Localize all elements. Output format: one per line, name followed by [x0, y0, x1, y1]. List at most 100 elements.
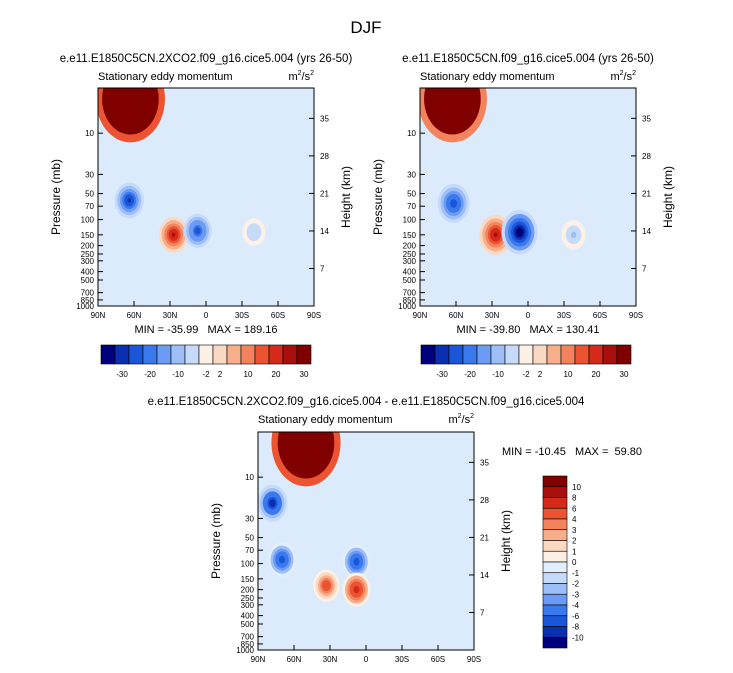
panel-1-feature-4-level-7	[195, 228, 200, 233]
panel-3-colorbar-label-10: -3	[572, 590, 580, 599]
panel-3-colorbar-label-9: -2	[572, 580, 580, 589]
panel-2-y2tick-label-3: 14	[642, 227, 651, 236]
panel-1-colorbar-box-11	[254, 344, 270, 365]
panel-3-subtitle: Stationary eddy momentum	[258, 414, 393, 426]
panel-3-colorbar-box-0	[542, 475, 568, 488]
panel-3-ytick-label-3: 70	[245, 546, 254, 555]
panel-2-colorbar-box-1	[434, 344, 450, 365]
panel-3-feature-1-level-7	[301, 437, 311, 449]
panel-3-colorbar-box-8	[542, 561, 568, 574]
panel-1-ytick-label-8: 300	[81, 257, 95, 266]
panel-2-ytick-label-7: 250	[403, 250, 417, 259]
panel-2-colorbar-label-5: 10	[564, 370, 573, 379]
panel-3-ytick-label-0: 10	[245, 473, 254, 482]
panel-2-ytick-label-9: 400	[403, 268, 417, 277]
panel-3-colorbar-box-12	[542, 604, 568, 617]
panel-1-colorbar-box-12	[268, 344, 284, 365]
panel-2-axes: 1030507010015020025030040050070085010003…	[398, 114, 651, 320]
panel-1-ytick-label-0: 10	[85, 129, 94, 138]
panel-3-stats: MIN = -10.45 MAX = 59.80	[502, 446, 642, 458]
panel-1-colorbar-box-5	[170, 344, 186, 365]
panel-3-colorbar-box-4	[542, 518, 568, 531]
panel-1-feature-1-level-7	[126, 93, 135, 105]
panel-1-colorbar-label-4: 2	[218, 370, 223, 379]
panel-2-colorbar-box-14	[616, 344, 632, 365]
panel-3-ytick-label-9: 400	[241, 612, 255, 621]
panel-2-colorbar-label-3: -2	[522, 370, 530, 379]
panel-2-colorbar-box-5	[490, 344, 506, 365]
panel-3-ytick-label-8: 300	[241, 601, 255, 610]
panel-2-colorbar-label-0: -30	[436, 370, 448, 379]
panel-2-ytick-label-4: 100	[403, 216, 417, 225]
panel-3-feature-3-level-7	[280, 557, 284, 562]
panel-3-feature-6-level-7	[354, 587, 359, 592]
panel-2-ytick-label-2: 50	[407, 190, 416, 199]
panel-1-feature-5-level-7	[252, 230, 256, 234]
panel-3-ylabel: Pressure (mb)	[209, 503, 223, 579]
panel-1-units: m2/s2	[288, 70, 314, 83]
panel-2-ytick-label-0: 10	[407, 129, 416, 138]
panel-1-ytick-label-10: 500	[81, 276, 95, 285]
panel-1-y2tick-label-1: 28	[320, 152, 329, 161]
panel-3-xtick-label-6: 90S	[467, 655, 481, 664]
panel-1-y2tick-label-4: 7	[320, 264, 325, 273]
panel-2-subtitle: Stationary eddy momentum	[420, 71, 555, 83]
panel-2-xtick-label-5: 60S	[593, 311, 607, 320]
panel-1-ytick-label-7: 250	[81, 250, 95, 259]
panel-3-colorbar-label-5: 2	[572, 537, 577, 546]
panel-2-colorbar-box-3	[462, 344, 478, 365]
panel-2-feature-4-level-7	[517, 229, 522, 235]
panel-3-colorbar-label-12: -6	[572, 612, 580, 621]
panel-2-colorbar-box-10	[560, 344, 576, 365]
panel-2-ytick-label-10: 500	[403, 276, 417, 285]
panel-2: e.e11.E1850C5CN.f09_g16.cice5.004 (yrs 2…	[371, 53, 675, 379]
panel-3-axes: 1030507010015020025030040050070085010003…	[236, 458, 489, 664]
panel-3-colorbar-label-7: 0	[572, 558, 577, 567]
panel-1-colorbar-label-5: 10	[244, 370, 253, 379]
panel-1-y2tick-label-3: 14	[320, 227, 329, 236]
panel-1-ylabel: Pressure (mb)	[49, 159, 63, 235]
panel-2-title: e.e11.E1850C5CN.f09_g16.cice5.004 (yrs 2…	[402, 53, 654, 65]
panel-3-colorbar-box-13	[542, 615, 568, 627]
panel-2-colorbar-label-1: -20	[464, 370, 476, 379]
panel-2-y2tick-label-1: 28	[642, 152, 651, 161]
panel-2-colorbar-label-6: 20	[592, 370, 601, 379]
panel-3-colorbar-box-9	[542, 572, 568, 584]
panel-1-stats: MIN = -35.99 MAX = 189.16	[134, 324, 277, 336]
panel-2-feature-5-level-7	[572, 233, 576, 237]
panel-3-ytick-label-10: 500	[241, 620, 255, 629]
panel-1-contours	[98, 88, 266, 253]
panel-3-colorbar-label-8: -1	[572, 569, 580, 578]
panel-3-ylabel-right: Height (km)	[499, 510, 513, 572]
panel-3-ytick-label-7: 250	[241, 594, 255, 603]
panel-1-colorbar-box-13	[282, 344, 298, 365]
panel-1-colorbar-box-14	[296, 344, 312, 365]
panel-3-y2tick-label-4: 7	[480, 608, 485, 617]
panel-2-ytick-label-3: 70	[407, 202, 416, 211]
panel-2-colorbar-label-4: 2	[538, 370, 543, 379]
panel-3-colorbar-box-1	[542, 486, 568, 498]
panel-3-colorbar-label-13: -8	[572, 623, 580, 632]
panel-1-ytick-label-9: 400	[81, 268, 95, 277]
panel-2-stats: MIN = -39.80 MAX = 130.41	[456, 324, 599, 336]
panel-2-xtick-label-4: 30S	[557, 311, 571, 320]
panel-3-ytick-label-2: 50	[245, 534, 254, 543]
panel-3-colorbar-box-7	[542, 550, 568, 563]
panel-1-ytick-label-13: 1000	[76, 302, 94, 311]
panel-1-xtick-label-1: 60N	[127, 311, 142, 320]
panel-2-colorbar: -30 -20 -10 -2 2 10 20 30	[420, 344, 632, 379]
panel-1-colorbar-box-2	[128, 344, 144, 365]
panel-1-ytick-label-2: 50	[85, 190, 94, 199]
panel-3-colorbar-box-3	[542, 507, 568, 520]
panel-2-colorbar-box-9	[546, 344, 562, 365]
panel-1-xtick-label-6: 90S	[307, 311, 321, 320]
panel-1-xtick-label-0: 90N	[91, 311, 106, 320]
panel-2-xtick-label-1: 60N	[449, 311, 464, 320]
panel-3-colorbar-label-2: 6	[572, 504, 577, 513]
panel-1-feature-3-level-7	[171, 232, 176, 237]
panel-2-feature-1-level-7	[448, 93, 457, 105]
panel-2-colorbar-box-0	[420, 344, 436, 365]
panel-3-feature-5-level-7	[324, 583, 328, 588]
